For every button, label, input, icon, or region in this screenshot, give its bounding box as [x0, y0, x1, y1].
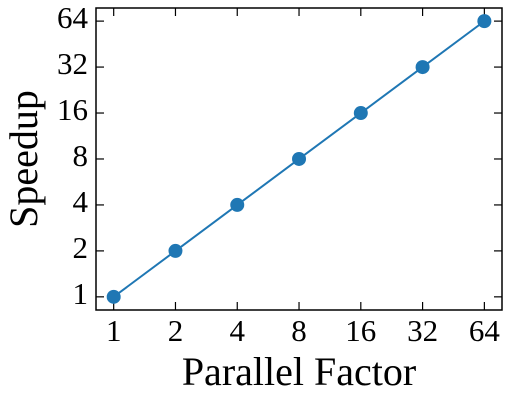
marker [106, 289, 121, 304]
x-tick-label: 1 [106, 313, 122, 348]
y-axis-label: Speedup [1, 90, 46, 228]
marker [415, 60, 430, 75]
x-tick-label: 4 [229, 313, 245, 348]
y-tick-label: 64 [57, 0, 89, 35]
y-tick-label: 2 [73, 230, 89, 265]
marker [230, 197, 245, 212]
y-tick-label: 1 [73, 276, 89, 311]
x-tick-label: 32 [407, 313, 438, 348]
x-axis-label: Parallel Factor [182, 349, 416, 394]
y-tick-label: 32 [57, 46, 88, 81]
x-tick-label: 2 [168, 313, 184, 348]
marker [292, 151, 307, 166]
y-tick-label: 16 [57, 92, 88, 127]
x-tick-label: 64 [469, 313, 501, 348]
x-tick-label: 16 [345, 313, 376, 348]
x-tick-label: 8 [291, 313, 307, 348]
marker [168, 243, 183, 258]
marker [353, 106, 368, 121]
marker [477, 14, 492, 29]
y-tick-label: 8 [73, 138, 89, 173]
y-tick-label: 4 [73, 184, 89, 219]
